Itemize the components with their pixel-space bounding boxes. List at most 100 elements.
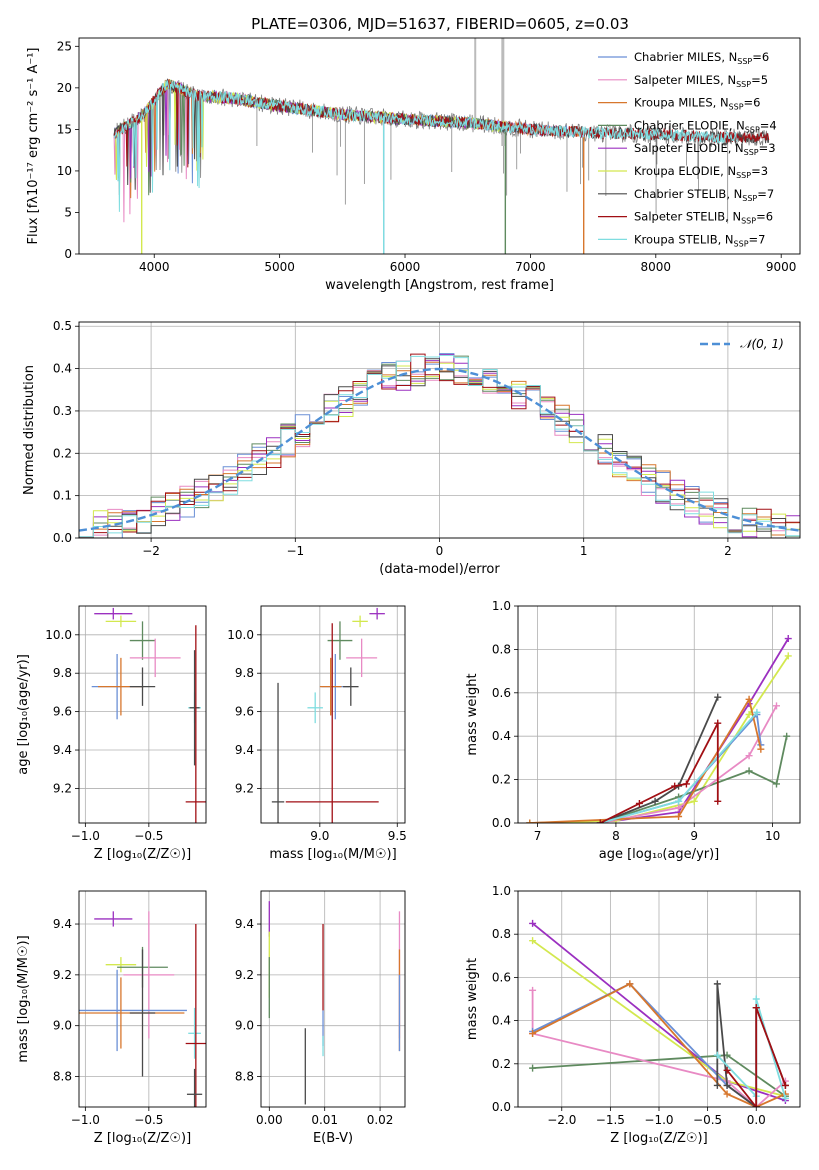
age-vs-metallicity-panel: −1.0 −0.5 9.2 9.4 9.6 9.8 10.0 Z [log₁₀(Z/Z☉)] a… [16, 605, 207, 862]
weight-marker [529, 937, 537, 945]
errorbar-point [307, 692, 323, 724]
x-axis-label: Z [log₁₀(Z/Z☉)] [94, 847, 191, 862]
histogram-steps [79, 353, 800, 538]
histogram-series [79, 358, 800, 538]
weight-marker [745, 711, 753, 718]
weight-marker [714, 719, 722, 727]
y-tick-label: 9.2 [235, 968, 254, 982]
y-tick-label: 0.4 [492, 1014, 511, 1028]
y-tick-label: 0.0 [492, 816, 511, 830]
errorbar-point [189, 650, 200, 766]
y-tick-label: 0.8 [492, 642, 511, 656]
histogram-series [79, 354, 800, 538]
y-tick-label: 0.3 [53, 404, 72, 418]
y-tick-label: 9.2 [53, 781, 72, 795]
y-axis-label: mass [log₁₀(M/M☉)] [16, 935, 31, 1062]
y-tick-label: 0.6 [492, 970, 511, 984]
legend-label: Kroupa STELIB, NSSP=7 [634, 232, 765, 248]
errorbar-point [185, 924, 206, 1107]
errorbar-point [271, 682, 285, 823]
weight-marker [529, 919, 537, 927]
y-tick-label: 0.4 [492, 729, 511, 743]
errorbar-point [185, 625, 206, 823]
y-axis-label: mass weight [465, 958, 480, 1040]
weight-marker [713, 1081, 721, 1089]
legend-label: Chabrier ELODIE, NSSP=4 [634, 118, 777, 134]
model-spectrum-line [113, 79, 506, 180]
x-tick-label: 8 [612, 829, 620, 843]
y-tick-label: 0.0 [492, 1100, 511, 1114]
x-tick-label: −1.0 [644, 1113, 673, 1127]
weight-marker [752, 995, 760, 1003]
weight-line [529, 696, 762, 823]
x-tick-label: 0.02 [367, 1113, 394, 1127]
y-axis-label: Flux [fλ10⁻¹⁷ erg cm⁻² s⁻¹ A⁻¹] [26, 48, 41, 245]
legend-label: Salpeter ELODIE, NSSP=3 [634, 141, 776, 157]
weight-series [596, 719, 722, 823]
weight-marker [529, 1030, 537, 1038]
errorbar-point [129, 638, 181, 678]
y-tick-label: 9.2 [235, 781, 254, 795]
weight-marker [682, 780, 690, 788]
weight-marker [781, 1081, 789, 1089]
x-tick-label: −0.5 [134, 1113, 163, 1127]
weight-marker [757, 745, 765, 753]
x-tick-label: 9000 [766, 260, 797, 274]
axes: −1.0 −0.5 8.8 9.0 9.2 9.4 Z [log₁₀(Z/Z☉)] mass … [16, 891, 206, 1146]
normal-curve [79, 367, 800, 532]
y-tick-label: 9.2 [53, 968, 72, 982]
weight-marker [713, 1051, 721, 1059]
weight-marker [784, 635, 792, 643]
x-tick-label: 0.00 [256, 1113, 283, 1127]
weight-series [596, 732, 791, 823]
y-tick-label: 8.8 [235, 1070, 254, 1084]
y-tick-label: 5 [64, 205, 72, 219]
weight-line [599, 696, 719, 823]
errorbar-point [188, 1007, 201, 1059]
weight-marker [714, 797, 722, 805]
y-tick-label: 0.5 [53, 319, 72, 333]
x-axis-label: age [log₁₀(age/yr)] [599, 847, 720, 862]
axes-frame [78, 37, 801, 255]
histogram-series [79, 353, 800, 538]
x-axis-label: Z [log₁₀(Z/Z☉)] [94, 1131, 191, 1146]
weight-series [526, 652, 792, 823]
y-axis-label: mass weight [465, 673, 480, 755]
axes: 9.0 9.5 9.2 9.4 9.6 9.8 10.0 mass [log₁₀(M/M☉)] [227, 606, 407, 862]
weight-marker [745, 767, 753, 775]
x-axis-label: E(B-V) [313, 1131, 353, 1146]
y-tick-label: 9.8 [53, 666, 72, 680]
age-vs-mass-panel: 9.0 9.5 9.2 9.4 9.6 9.8 10.0 mass [log₁₀(M/M☉)] [227, 605, 407, 862]
spectrum-lines [113, 38, 770, 254]
x-tick-label: 6000 [390, 260, 421, 274]
weight-marker [753, 708, 761, 716]
weight-series [723, 1004, 789, 1107]
weight-marker [713, 980, 721, 988]
weight-marker [723, 1081, 731, 1089]
y-tick-label: 0.2 [492, 1057, 511, 1071]
axes: 4000 5000 6000 7000 8000 9000 0 5 10 15 20 25 wavele… [26, 39, 796, 293]
y-tick-label: 20 [57, 81, 72, 95]
axes: 7 8 9 10 0.0 0.2 0.4 0.6 0.8 1.0 age [log₁₀(age/yr… [465, 599, 800, 862]
x-tick-label: −0.5 [134, 829, 163, 843]
x-axis-label: wavelength [Angstrom, rest frame] [325, 278, 554, 293]
x-axis-label: Z [log₁₀(Z/Z☉)] [610, 1131, 707, 1146]
weight-lines [526, 635, 792, 823]
y-tick-label: 0.2 [53, 446, 72, 460]
y-tick-label: 9.4 [53, 917, 72, 931]
legend-label: Chabrier MILES, NSSP=6 [634, 50, 769, 66]
y-tick-label: 25 [57, 39, 72, 53]
weight-line [599, 722, 719, 823]
errorbar-point [319, 657, 342, 716]
weight-marker [773, 702, 780, 710]
axes-frame [517, 605, 801, 824]
x-tick-label: 7 [534, 829, 542, 843]
mass-vs-ebv-panel: 0.00 0.01 0.02 8.8 9.0 9.2 9.4 E(B-V) [235, 890, 406, 1146]
x-tick-label: −1.5 [596, 1113, 625, 1127]
weight-marker [635, 799, 643, 807]
weight-series [596, 708, 761, 823]
weight-line [600, 705, 778, 823]
axes-frame [78, 890, 207, 1108]
weight-marker [671, 782, 679, 790]
y-tick-label: 9.6 [53, 705, 72, 719]
